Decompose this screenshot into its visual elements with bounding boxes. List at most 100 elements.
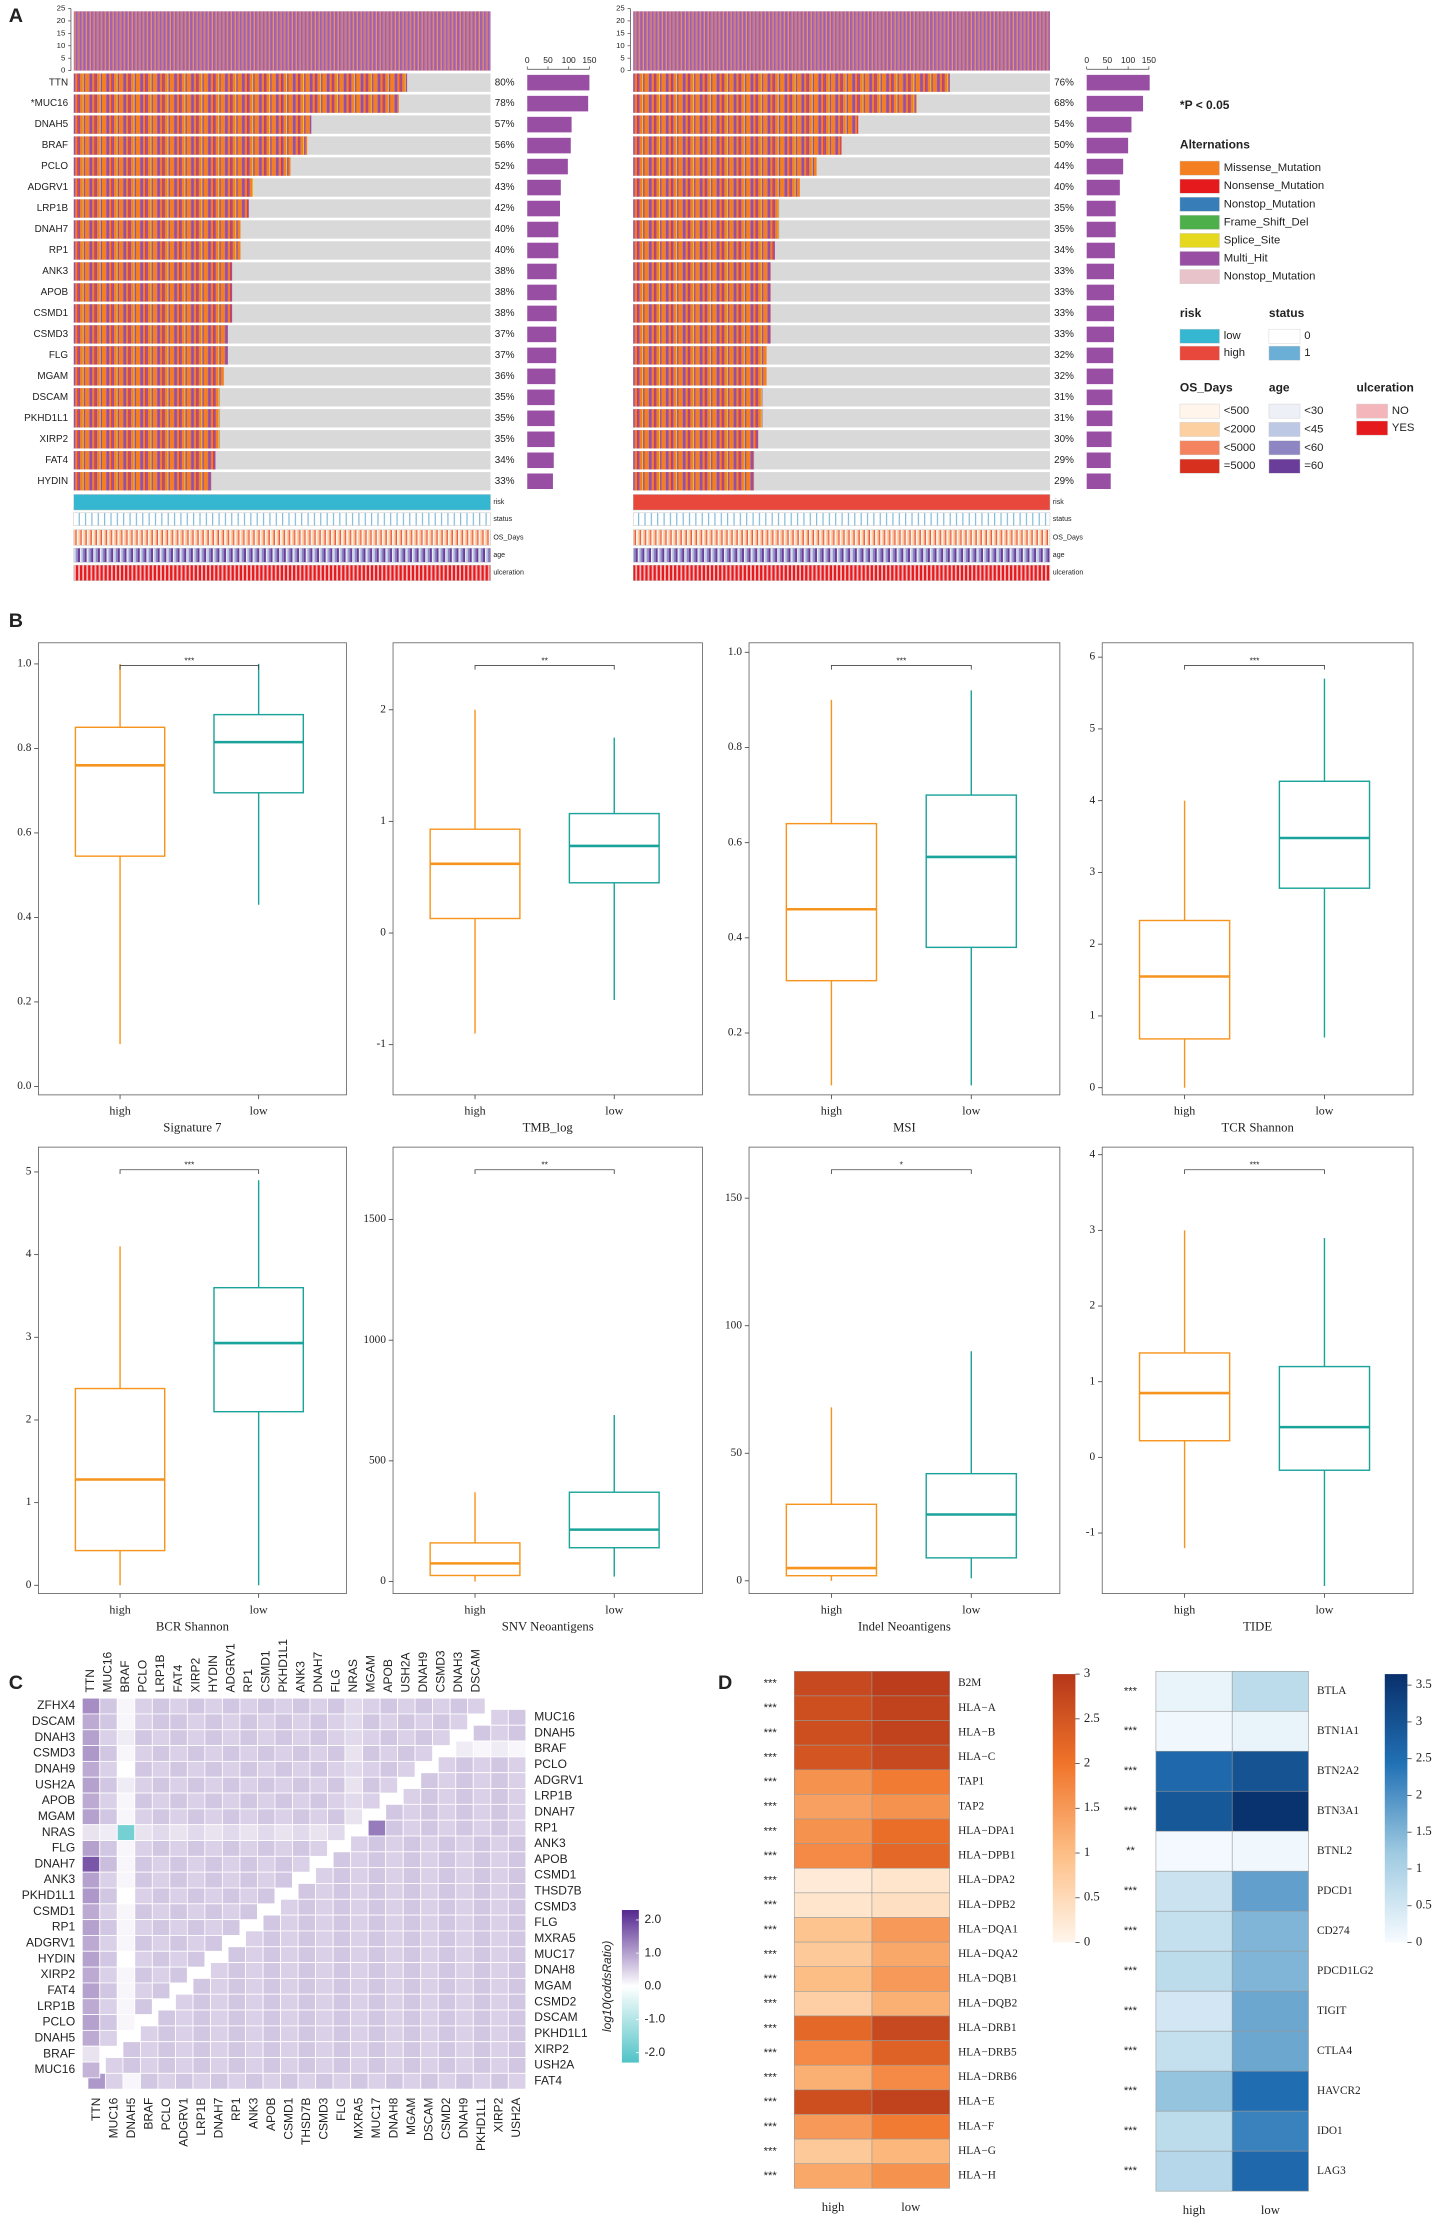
- heatmap-cell: [507, 1788, 527, 1805]
- legend-label: Splice_Site: [1224, 234, 1281, 246]
- box: [785, 1503, 878, 1577]
- heatmap-cell: [1155, 1830, 1233, 1872]
- legend-swatch: [1179, 269, 1220, 284]
- heatmap-cell: [140, 2041, 159, 2058]
- heatmap-cell: [116, 1982, 136, 2000]
- heatmap-cell: [315, 1962, 334, 1979]
- heatmap-cell: [402, 2041, 422, 2058]
- heatmap-cell: [210, 2072, 229, 2090]
- right-gene-label: XIRP2: [534, 2042, 569, 2056]
- top-gene-label: HYDIN: [206, 1655, 220, 1692]
- top-gene-label: RP1: [241, 1669, 255, 1693]
- heatmap-cell: [186, 1808, 206, 1826]
- bottom-gene-label: USH2A: [509, 2098, 523, 2138]
- heatmap-cell: [472, 1756, 492, 1774]
- heatmap-cell: [175, 1993, 194, 2011]
- heatmap-cell: [367, 1962, 387, 1979]
- heatmap-cell: [472, 1835, 492, 1853]
- heatmap-cell: [350, 2009, 369, 2027]
- heatmap-cell: [332, 1946, 352, 1964]
- heatmap-cell: [239, 1903, 258, 1921]
- gene-label: HLA−DQB2: [958, 1997, 1017, 2009]
- heatmap-cell: [297, 2041, 317, 2058]
- heatmap-cell: [449, 1697, 469, 1715]
- heatmap-cell: [793, 1720, 873, 1746]
- y-tick-label: 0.8: [17, 742, 31, 754]
- track-label: status: [1053, 516, 1072, 523]
- heatmap-cell: [245, 1930, 264, 1948]
- plot-frame: [392, 1146, 703, 1594]
- heatmap-cell: [315, 2009, 334, 2027]
- legend-title: risk: [1180, 306, 1202, 320]
- count-bar: [1086, 263, 1115, 280]
- significance: ***: [1124, 2085, 1138, 2097]
- heatmap-cell: [455, 1867, 474, 1884]
- heatmap-cell: [385, 1898, 404, 1916]
- heatmap-cell: [793, 2114, 873, 2140]
- right-gene-label: CSMD2: [534, 1994, 576, 2008]
- heatmap-cell: [99, 1887, 118, 1905]
- colorbar-tick-label: 0.5: [1416, 1898, 1432, 1912]
- heatmap-cell: [420, 2041, 439, 2058]
- x-tick-label: low: [605, 1602, 623, 1616]
- heatmap-cell: [490, 1819, 509, 1837]
- heatmap-cell: [332, 1977, 352, 1995]
- left-gene-label: RP1: [52, 1920, 76, 1934]
- percent-label: 68%: [1054, 98, 1074, 109]
- heatmap-cell: [1155, 1990, 1233, 2032]
- count-bar: [527, 200, 560, 217]
- top-gene-label: CSMD1: [258, 1650, 272, 1692]
- heatmap-cell: [367, 1946, 387, 1964]
- significance: ***: [764, 2072, 778, 2084]
- heatmap-cell: [402, 1819, 422, 1837]
- heatmap-cell: [402, 2009, 422, 2027]
- heatmap-cell: [397, 1745, 416, 1762]
- track-label: ulceration: [1053, 570, 1084, 577]
- heatmap-cell: [99, 1729, 118, 1747]
- percent-label: 29%: [1054, 455, 1074, 466]
- heatmap-cell: [116, 1713, 136, 1731]
- legend-swatch: [1268, 440, 1301, 456]
- right-gene-label: PCLO: [534, 1757, 567, 1771]
- bottom-gene-label: MGAM: [404, 2098, 418, 2135]
- heatmap-cell: [490, 2072, 509, 2090]
- annotation-track: [632, 564, 1051, 581]
- significance-bracket: [474, 664, 615, 670]
- count-bar: [527, 410, 555, 427]
- colorbar-tick-label: 0.0: [645, 1978, 662, 1992]
- heatmap-cell: [362, 1776, 381, 1794]
- count-bar: [527, 368, 556, 385]
- heatmap-cell: [871, 2015, 950, 2041]
- heatmap-cell: [134, 1824, 153, 1841]
- heatmap-cell: [169, 1871, 188, 1889]
- legend-title: OS_Days: [1180, 381, 1233, 395]
- heatmap-cell: [490, 1851, 509, 1869]
- y-tick-label: 1.0: [17, 658, 31, 670]
- gene-label: FAT4: [45, 455, 68, 466]
- heatmap-cell: [367, 1898, 387, 1916]
- annotation-track: [632, 494, 1051, 511]
- legend-label: Nonstop_Mutation: [1224, 271, 1316, 283]
- mutated-fraction: [633, 220, 780, 239]
- right-gene-label: CSMD1: [534, 1868, 576, 1882]
- percent-label: 35%: [495, 392, 515, 403]
- heatmap-cell: [169, 1855, 188, 1873]
- heatmap-cell: [280, 1993, 299, 2011]
- x-axis-title: TIDE: [1243, 1619, 1272, 1633]
- heatmap-cell: [221, 1840, 241, 1857]
- heatmap-cell: [134, 1776, 153, 1794]
- heatmap-cell: [420, 1930, 439, 1948]
- heatmap-cell: [472, 1788, 492, 1805]
- y-tick-label: 4: [1090, 794, 1096, 806]
- heatmap-cell: [420, 1977, 439, 1995]
- gene-label: RP1: [49, 245, 69, 256]
- heatmap-cell: [262, 2057, 282, 2074]
- heatmap-cell: [140, 2057, 159, 2074]
- gene-label: IDO1: [1317, 2125, 1343, 2137]
- count-bar: [1086, 326, 1115, 343]
- track-label: age: [1053, 552, 1065, 559]
- right-gene-label: MUC16: [534, 1709, 575, 1723]
- gene-label: HLA−DRB5: [958, 2047, 1017, 2059]
- heatmap-cell: [472, 1803, 492, 1821]
- bottom-gene-label: MUC17: [369, 2097, 383, 2138]
